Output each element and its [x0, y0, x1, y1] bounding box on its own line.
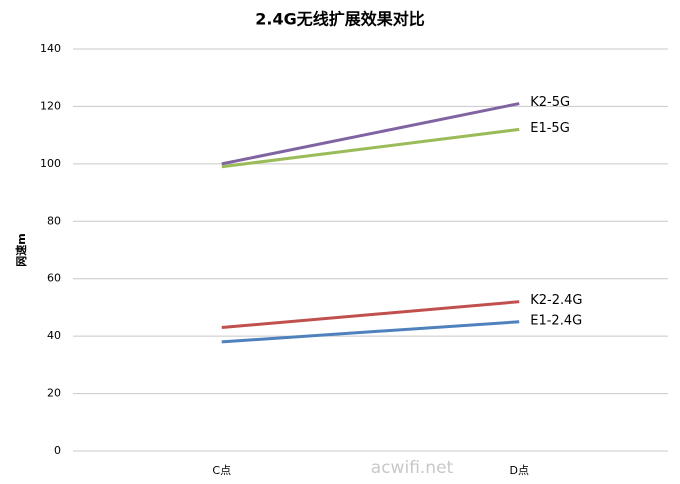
series-label: K2-5G — [530, 95, 570, 110]
series-label: K2-2.4G — [530, 293, 582, 308]
series-line — [221, 127, 520, 169]
series-label: E1-5G — [530, 121, 570, 136]
x-tick-label: C点 — [212, 464, 231, 477]
series-line — [221, 320, 520, 344]
series-label: E1-2.4G — [530, 313, 582, 328]
y-tick-label: 20 — [47, 387, 61, 400]
y-tick-label: 120 — [40, 99, 61, 112]
series-line — [221, 102, 520, 166]
y-tick-label: 0 — [54, 444, 61, 457]
chart-title: 2.4G无线扩展效果对比 — [255, 10, 424, 29]
y-tick-label: 100 — [40, 157, 61, 170]
y-tick-label: 60 — [47, 272, 61, 285]
y-tick-label: 80 — [47, 214, 61, 227]
y-tick-label: 140 — [40, 42, 61, 55]
x-tick-label: D点 — [510, 464, 529, 477]
y-axis-label: 网速m — [14, 233, 28, 266]
series-line — [221, 300, 520, 330]
y-tick-label: 40 — [47, 329, 61, 342]
watermark: acwifi.net — [371, 458, 454, 478]
